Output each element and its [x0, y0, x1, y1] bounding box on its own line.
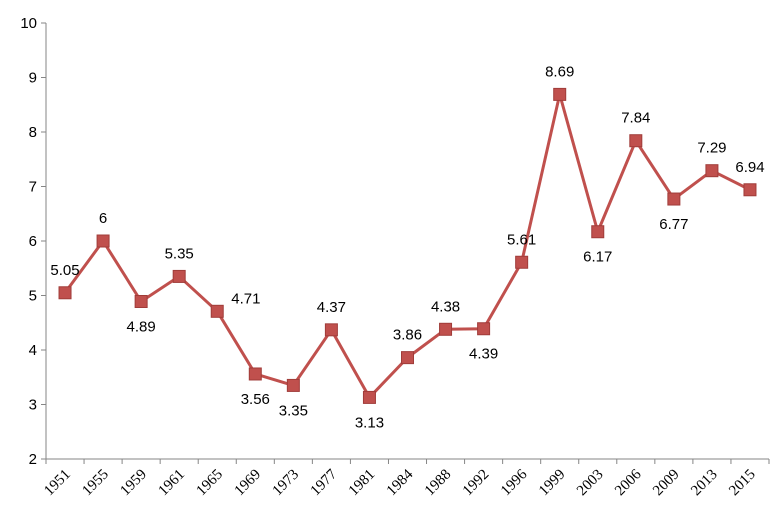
data-label: 3.13: [355, 414, 384, 431]
x-tick-label: 1992: [460, 467, 493, 500]
data-point-marker: [706, 165, 718, 177]
data-point-marker: [440, 323, 452, 335]
y-tick-label: 7: [29, 179, 37, 196]
y-tick-label: 9: [29, 70, 37, 87]
data-label: 7.84: [621, 110, 650, 127]
y-tick-label: 10: [20, 15, 37, 32]
x-tick-label: 2015: [726, 467, 759, 500]
y-tick-label: 8: [29, 124, 37, 141]
x-tick-label: 2006: [612, 466, 645, 499]
data-point-marker: [59, 287, 71, 299]
data-point-marker: [135, 295, 147, 307]
line-chart: 2 3 4 5 6 7 8 9 10 1951 1955 1959 1961 1965 1969 1973 19…: [0, 0, 780, 520]
data-point-marker: [287, 379, 299, 391]
x-tick-label: 1951: [41, 467, 74, 500]
data-label: 3.35: [279, 402, 308, 419]
data-label: 6.77: [659, 216, 688, 233]
data-label: 4.39: [469, 346, 498, 363]
chart-canvas: 23456789101951 1955 1959 1961 1965 1969 1973 19…: [0, 0, 780, 520]
data-label: 6: [99, 210, 107, 227]
y-tick-label: 3: [29, 397, 37, 414]
data-point-marker: [249, 368, 261, 380]
x-tick-label: 2013: [688, 467, 721, 500]
data-label: 4.71: [231, 290, 260, 307]
x-tick-label: 1984: [384, 466, 417, 499]
y-tick-label: 6: [29, 233, 37, 250]
data-point-marker: [325, 324, 337, 336]
x-tick-label: 2003: [574, 467, 607, 500]
y-tick-label: 2: [29, 451, 37, 468]
data-point-marker: [211, 305, 223, 317]
x-tick-label: 1965: [194, 467, 227, 500]
data-point-marker: [592, 226, 604, 238]
data-label: 5.05: [50, 262, 79, 279]
x-tick-label: 1961: [155, 467, 188, 500]
x-tick-label: 1981: [346, 467, 379, 500]
y-tick-label: 4: [29, 342, 37, 359]
data-label: 4.37: [317, 299, 346, 316]
data-point-marker: [173, 270, 185, 282]
x-tick-label: 1977: [308, 466, 341, 499]
data-point-marker: [668, 193, 680, 205]
data-label: 7.29: [697, 140, 726, 157]
data-label: 4.89: [127, 318, 156, 335]
data-point-marker: [516, 256, 528, 268]
data-point-marker: [744, 184, 756, 196]
x-tick-label: 1955: [79, 467, 112, 500]
data-point-marker: [97, 235, 109, 247]
data-label: 6.17: [583, 249, 612, 266]
data-label: 3.86: [393, 327, 422, 344]
data-point-marker: [402, 352, 414, 364]
x-tick-label: 1973: [270, 467, 303, 500]
data-label: 8.69: [545, 63, 574, 80]
x-tick-label: 2009: [650, 467, 683, 500]
data-point-marker: [363, 391, 375, 403]
x-tick-label: 1988: [422, 467, 455, 500]
data-point-marker: [630, 135, 642, 147]
data-label: 5.61: [507, 231, 536, 248]
x-tick-label: 1969: [232, 467, 265, 500]
data-point-marker: [478, 323, 490, 335]
x-tick-label: 1999: [536, 467, 569, 500]
data-point-marker: [554, 88, 566, 100]
x-tick-label: 1996: [498, 466, 531, 499]
data-label: 3.56: [241, 391, 270, 408]
data-label: 5.35: [165, 245, 194, 262]
data-label: 4.38: [431, 298, 460, 315]
y-tick-label: 5: [29, 288, 37, 305]
data-label: 6.94: [735, 159, 764, 176]
x-tick-label: 1959: [117, 467, 150, 500]
